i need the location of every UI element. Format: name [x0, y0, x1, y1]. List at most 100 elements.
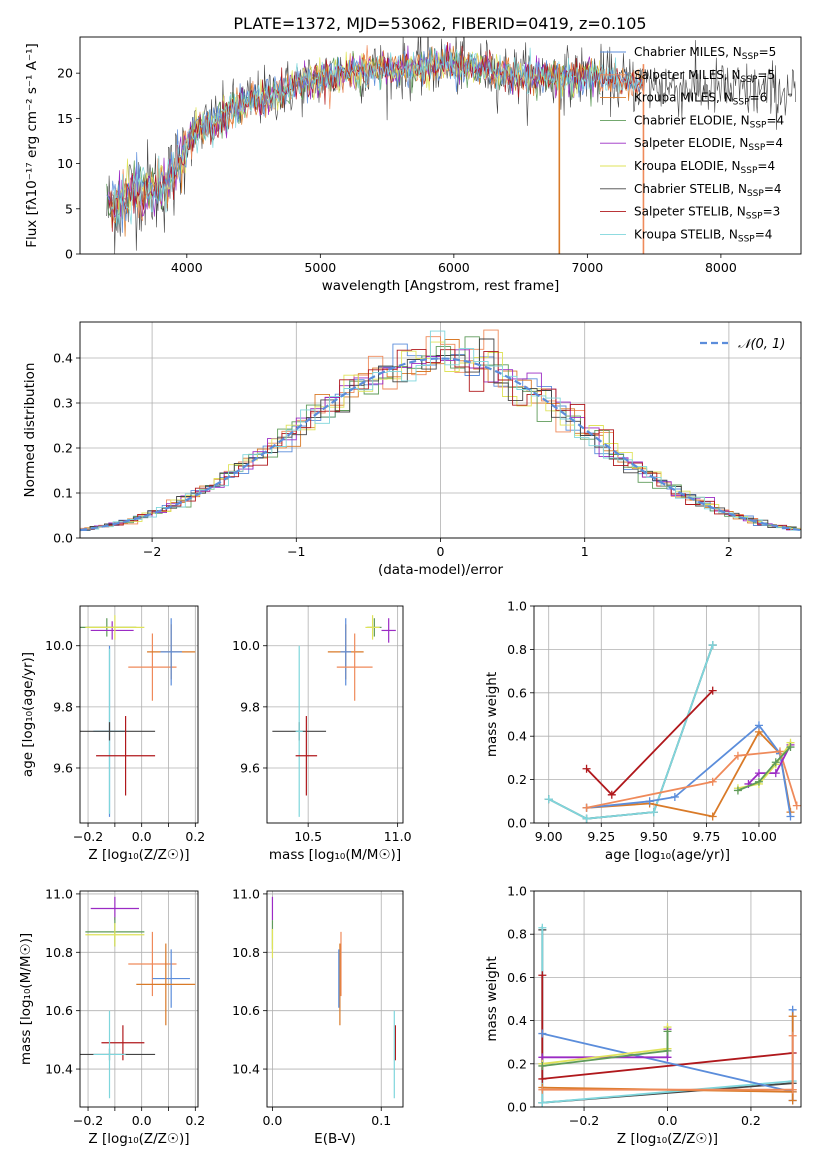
x-tick-label: 6000 [438, 260, 470, 275]
y-tick-label: 10.6 [45, 1003, 73, 1018]
y-tick-label: 11.0 [45, 886, 73, 901]
legend-label: Chabrier ELODIE, NSSP=4 [634, 113, 784, 130]
plot-area [538, 923, 797, 1107]
weight-point [582, 764, 591, 773]
weight-point [670, 792, 679, 801]
weight-point [754, 769, 763, 778]
weight-point [788, 1096, 797, 1105]
weight-line-kroupa-stelib [548, 644, 714, 820]
x-tick-label: 7000 [571, 260, 603, 275]
mass-vs-extinction-panel: 0.0 0.1 10.4 10.6 10.8 11.0 E(B-V) [232, 886, 404, 1147]
grid [267, 891, 403, 1107]
grid [267, 606, 403, 823]
y-tick-label: 0.3 [53, 396, 73, 411]
y-tick-label: 10.0 [232, 638, 260, 653]
y-tick-label: 0.6 [507, 685, 527, 700]
x-tick-label: 9.00 [535, 829, 563, 844]
axis-ticks: 10.5 11.0 9.6 9.8 10.0 [232, 638, 411, 844]
axes-frame [79, 321, 802, 539]
x-tick-label: 0.0 [132, 1113, 152, 1128]
y-axis-label: Flux [fλ10⁻¹⁷ erg cm⁻² s⁻¹ A⁻¹] [24, 43, 40, 248]
x-axis-label: Z [log₁₀(Z/Z☉)] [88, 1131, 189, 1147]
weight-point [733, 751, 742, 760]
weight-line-chabrier-stelib [548, 644, 714, 820]
y-tick-label: 20 [57, 66, 73, 81]
weight-point [538, 1061, 547, 1070]
weight-point [754, 721, 763, 730]
weight-point [708, 686, 717, 695]
x-tick-label: −1 [287, 544, 305, 559]
y-tick-label: 10.4 [232, 1062, 260, 1077]
figure-title: PLATE=1372, MJD=53062, FIBERID=0419, z=0… [233, 14, 646, 33]
grid [80, 891, 198, 1107]
x-tick-label: 0.0 [658, 1113, 678, 1128]
y-tick-label: 0.4 [507, 729, 527, 744]
x-axis-label: (data-model)/error [378, 562, 504, 578]
axis-ticks: 9.00 9.25 9.50 9.75 10.00 0.0 0.2 0.4 0.6 0.8 1.0 [507, 599, 777, 845]
axis-ticks: −0.2 0.0 0.2 10.4 10.6 10.8 11.0 [45, 886, 205, 1128]
weight-point [582, 803, 591, 812]
weight-point [708, 641, 717, 650]
weight-point [663, 1027, 672, 1036]
legend: 𝒩(0, 1) [700, 337, 785, 352]
grid [80, 606, 198, 823]
y-tick-label: 0.0 [53, 531, 73, 546]
y-tick-label: 5 [65, 201, 73, 216]
x-tick-label: −0.2 [569, 1113, 599, 1128]
y-tick-label: 15 [57, 111, 73, 126]
axes-frame [79, 890, 199, 1108]
x-tick-label: 9.25 [587, 829, 615, 844]
spectrum-line-kroupa-stelib [110, 44, 644, 227]
histogram-step-salpeter-stelib [80, 349, 801, 530]
x-axis-label: Z [log₁₀(Z/Z☉)] [617, 1131, 718, 1147]
x-axis-label: wavelength [Angstrom, rest frame] [322, 278, 560, 294]
weight-point [663, 1046, 672, 1055]
plot-area [271, 896, 396, 1099]
x-tick-label: 0.2 [741, 1113, 761, 1128]
axis-ticks: −2 −1 0 1 2 0.0 0.1 0.2 0.3 0.4 [53, 351, 733, 560]
weight-line-salpeter-stelib [585, 689, 714, 796]
weight-point [792, 801, 801, 810]
weight-point [788, 1085, 797, 1094]
legend-label: 𝒩(0, 1) [738, 337, 785, 352]
weight-point [775, 747, 784, 756]
legend-label: Kroupa ELODIE, NSSP=4 [634, 159, 775, 176]
weight-point [645, 797, 654, 806]
axes-frame [79, 36, 802, 255]
axes-frame [79, 605, 199, 824]
y-tick-label: 10.0 [45, 638, 73, 653]
age-vs-metallicity-panel: −0.2 0.0 0.2 9.6 9.8 10.0 Z [log₁₀(Z/Z☉)] age [… [20, 605, 205, 863]
y-axis-label: mass weight [484, 672, 500, 757]
weight-point [786, 812, 795, 821]
weight-point [544, 795, 553, 804]
weight-point [538, 1029, 547, 1038]
weight-point [538, 971, 547, 980]
weight-point [771, 769, 780, 778]
y-tick-label: 0.4 [507, 1013, 527, 1028]
weight-point [788, 1012, 797, 1021]
x-tick-label: −0.2 [73, 829, 103, 844]
x-tick-label: −0.2 [73, 1113, 103, 1128]
spectrum-line-chabrier-miles [106, 47, 643, 233]
weight-point [538, 1074, 547, 1083]
plot-area [80, 896, 196, 1099]
y-tick-label: 0.2 [53, 441, 73, 456]
y-tick-label: 0.4 [53, 351, 73, 366]
x-tick-label: 9.75 [692, 829, 720, 844]
y-tick-label: 0.0 [507, 816, 527, 831]
weight-point [708, 812, 717, 821]
y-tick-label: 10 [57, 156, 73, 171]
y-tick-label: 0.2 [507, 1056, 527, 1071]
x-tick-label: 0.0 [262, 1113, 282, 1128]
legend-label: Kroupa MILES, NSSP=6 [634, 91, 767, 108]
weight-point [771, 758, 780, 767]
weight-vs-age-panel: 9.00 9.25 9.50 9.75 10.00 0.0 0.2 0.4 0.6 0.8 1.0 a… [484, 599, 802, 863]
x-tick-label: 10.00 [741, 829, 777, 844]
y-tick-label: 0.2 [507, 772, 527, 787]
x-tick-label: 11.0 [384, 829, 412, 844]
axis-ticks: −0.2 0.0 0.2 9.6 9.8 10.0 [45, 638, 205, 844]
y-tick-label: 9.6 [53, 760, 73, 775]
axes-frame [533, 605, 802, 824]
age-vs-mass-panel: 10.5 11.0 9.6 9.8 10.0 mass [log₁₀(M/M☉)] [232, 605, 412, 863]
